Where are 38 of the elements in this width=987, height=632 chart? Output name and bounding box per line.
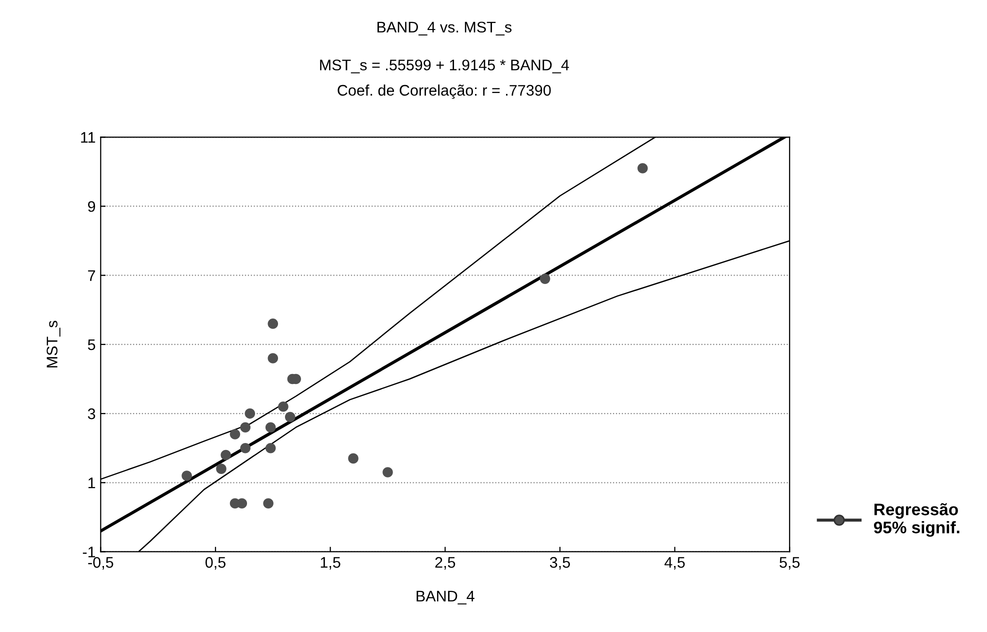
point <box>268 318 278 329</box>
legend-label: Regressão 95% signif. <box>874 503 960 537</box>
y-tick-label: 5 <box>88 339 96 350</box>
point <box>284 412 296 422</box>
x-tick-label: 3,5 <box>550 557 570 570</box>
point <box>263 498 274 509</box>
x-tick-label: 5,5 <box>780 557 800 570</box>
point <box>278 401 288 412</box>
y-tick-label: 11 <box>81 132 96 143</box>
point <box>268 353 278 364</box>
point <box>265 422 276 433</box>
x-tick-label: 2,5 <box>435 557 456 570</box>
y-tick-label: 1 <box>88 478 96 488</box>
y-tick-label: 9 <box>88 201 96 212</box>
y-tick-label: 7 <box>88 270 96 281</box>
point <box>236 498 248 509</box>
x-tick-label: -0,5 <box>88 557 114 570</box>
y-tick-label: 3 <box>88 408 96 420</box>
point <box>240 442 250 454</box>
point <box>540 274 550 284</box>
x-tick-label: 0,5 <box>205 557 226 570</box>
point <box>230 429 240 440</box>
point <box>348 453 358 464</box>
point <box>382 467 393 478</box>
point <box>240 422 250 433</box>
chart-title: BAND_4 vs. MST_s <box>377 22 512 36</box>
point <box>220 450 231 460</box>
x-tick-label: 4,5 <box>664 557 685 570</box>
chart-subtitle: MST_s = .55599 + 1.9145 * BAND_4 Coef. de Correlação: r = .77390 <box>320 60 569 99</box>
y-tick-label: -1 <box>82 546 96 558</box>
x-axis-title: BAND_4 <box>416 590 474 604</box>
point <box>265 442 276 454</box>
point <box>244 408 256 419</box>
point <box>216 464 226 474</box>
point <box>637 163 648 174</box>
y-axis-title: MST_s <box>46 320 60 368</box>
point <box>182 470 192 481</box>
x-tick-label: 1,5 <box>320 557 340 570</box>
